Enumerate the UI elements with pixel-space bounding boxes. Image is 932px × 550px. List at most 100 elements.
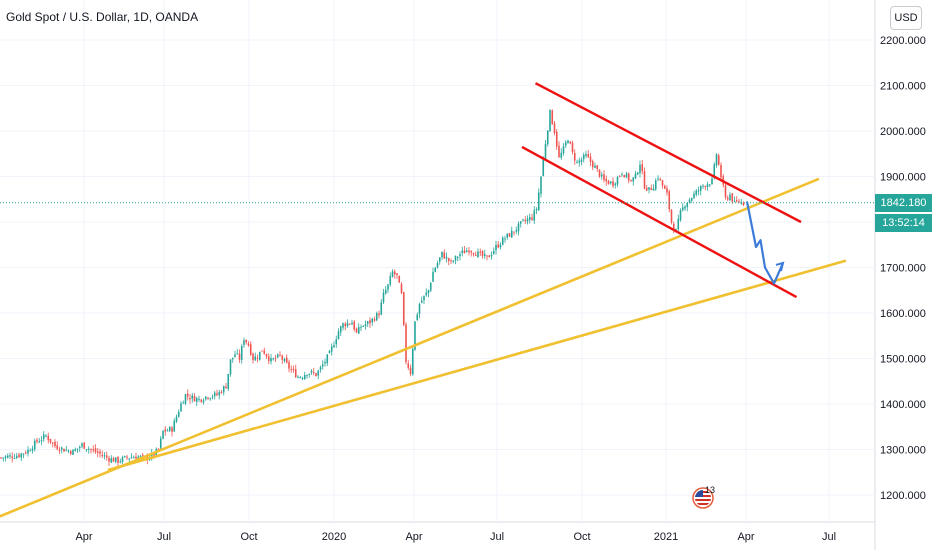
candle-body	[121, 457, 124, 463]
candle-body	[447, 258, 450, 262]
candle-body	[263, 350, 266, 354]
candle-body	[416, 314, 419, 321]
candle-body	[11, 456, 14, 459]
candle-body	[315, 373, 317, 377]
candle-body	[369, 320, 371, 324]
candle-body	[742, 202, 745, 205]
candle-body	[87, 448, 90, 450]
candle-body	[479, 251, 482, 253]
candle-body	[612, 181, 614, 187]
candle-body	[371, 318, 374, 323]
candle-body	[695, 190, 698, 195]
us-flag-icon[interactable]	[692, 487, 714, 509]
candle-body	[339, 326, 342, 333]
candle-body	[335, 339, 338, 345]
trend-drawings[interactable]	[0, 82, 847, 520]
candle-body	[211, 396, 214, 398]
candle-body	[636, 172, 639, 175]
candle-body	[569, 141, 572, 144]
time-tick-label: Oct	[573, 531, 590, 543]
time-tick-label: Jul	[490, 531, 504, 543]
candle-body	[380, 302, 383, 315]
candle-body	[330, 346, 333, 352]
candle-body	[546, 130, 549, 145]
candle-body	[625, 173, 628, 178]
candle-body	[490, 254, 493, 257]
candle-body	[297, 376, 299, 378]
candle-body	[504, 238, 506, 240]
candle-body	[33, 440, 36, 450]
trend-line[interactable]	[0, 177, 820, 520]
channel-line[interactable]	[521, 145, 798, 299]
candle-body	[13, 458, 16, 460]
candle-body	[375, 312, 378, 321]
candle-body	[240, 345, 243, 360]
candle-body	[101, 454, 104, 456]
candle-body	[463, 250, 466, 254]
candle-body	[688, 199, 691, 203]
candle-body	[168, 427, 171, 431]
candle-body	[571, 142, 574, 153]
candle-body	[454, 255, 457, 261]
projection-arrowhead[interactable]	[775, 261, 785, 272]
candle-body	[582, 154, 585, 160]
candle-body	[648, 187, 650, 190]
candle-body	[249, 344, 252, 355]
currency-button[interactable]: USD	[890, 6, 922, 30]
candlesticks	[0, 109, 745, 467]
projection-arrow[interactable]	[745, 201, 785, 285]
candle-body	[596, 165, 599, 169]
time-axis[interactable]: Apr Jul Oct 2020 Apr Jul Oct 2021 Apr Jul	[75, 531, 836, 543]
candle-body	[686, 203, 689, 208]
trend-line[interactable]	[107, 259, 847, 472]
candle-body	[735, 200, 738, 202]
candle-body	[164, 429, 167, 432]
candle-body	[123, 455, 126, 457]
candle-body	[222, 386, 225, 393]
candle-body	[112, 458, 115, 462]
candle-body	[414, 321, 416, 350]
price-axis[interactable]: 1200.000 1300.000 1400.000 1500.000 1600.000…	[880, 35, 926, 502]
candle-body	[182, 402, 185, 404]
candle-body	[346, 322, 349, 327]
candle-body	[663, 185, 666, 189]
candle-body	[40, 440, 43, 442]
candle-body	[299, 377, 302, 379]
candle-body	[643, 171, 646, 189]
candle-body	[231, 357, 234, 360]
candle-body	[290, 369, 293, 371]
candle-body	[411, 348, 414, 375]
candle-body	[317, 370, 320, 376]
candle-body	[621, 174, 623, 176]
candle-body	[261, 350, 263, 352]
candle-body	[85, 449, 88, 451]
candle-body	[141, 454, 144, 456]
candle-body	[533, 210, 536, 221]
candle-body	[607, 180, 610, 185]
candle-body	[603, 174, 605, 181]
candle-body	[225, 386, 227, 389]
candle-body	[209, 398, 212, 400]
price-tick-label: 1500.000	[880, 354, 926, 366]
candle-body	[128, 458, 131, 460]
channel-line[interactable]	[534, 82, 802, 224]
candle-body	[654, 180, 657, 190]
candle-body	[355, 328, 358, 333]
candle-body	[551, 110, 554, 125]
candle-body	[600, 174, 603, 177]
candle-body	[468, 250, 470, 253]
candle-body	[717, 155, 720, 165]
candle-body	[528, 217, 531, 220]
candle-body	[175, 416, 178, 422]
candle-body	[90, 448, 92, 450]
candle-body	[666, 188, 668, 193]
candle-body	[337, 331, 340, 340]
candle-body	[445, 256, 448, 259]
grid	[0, 0, 876, 550]
candle-body	[456, 257, 459, 259]
candle-body	[139, 455, 142, 457]
candle-body	[236, 353, 239, 355]
candle-body	[508, 233, 511, 237]
candle-body	[234, 354, 236, 358]
